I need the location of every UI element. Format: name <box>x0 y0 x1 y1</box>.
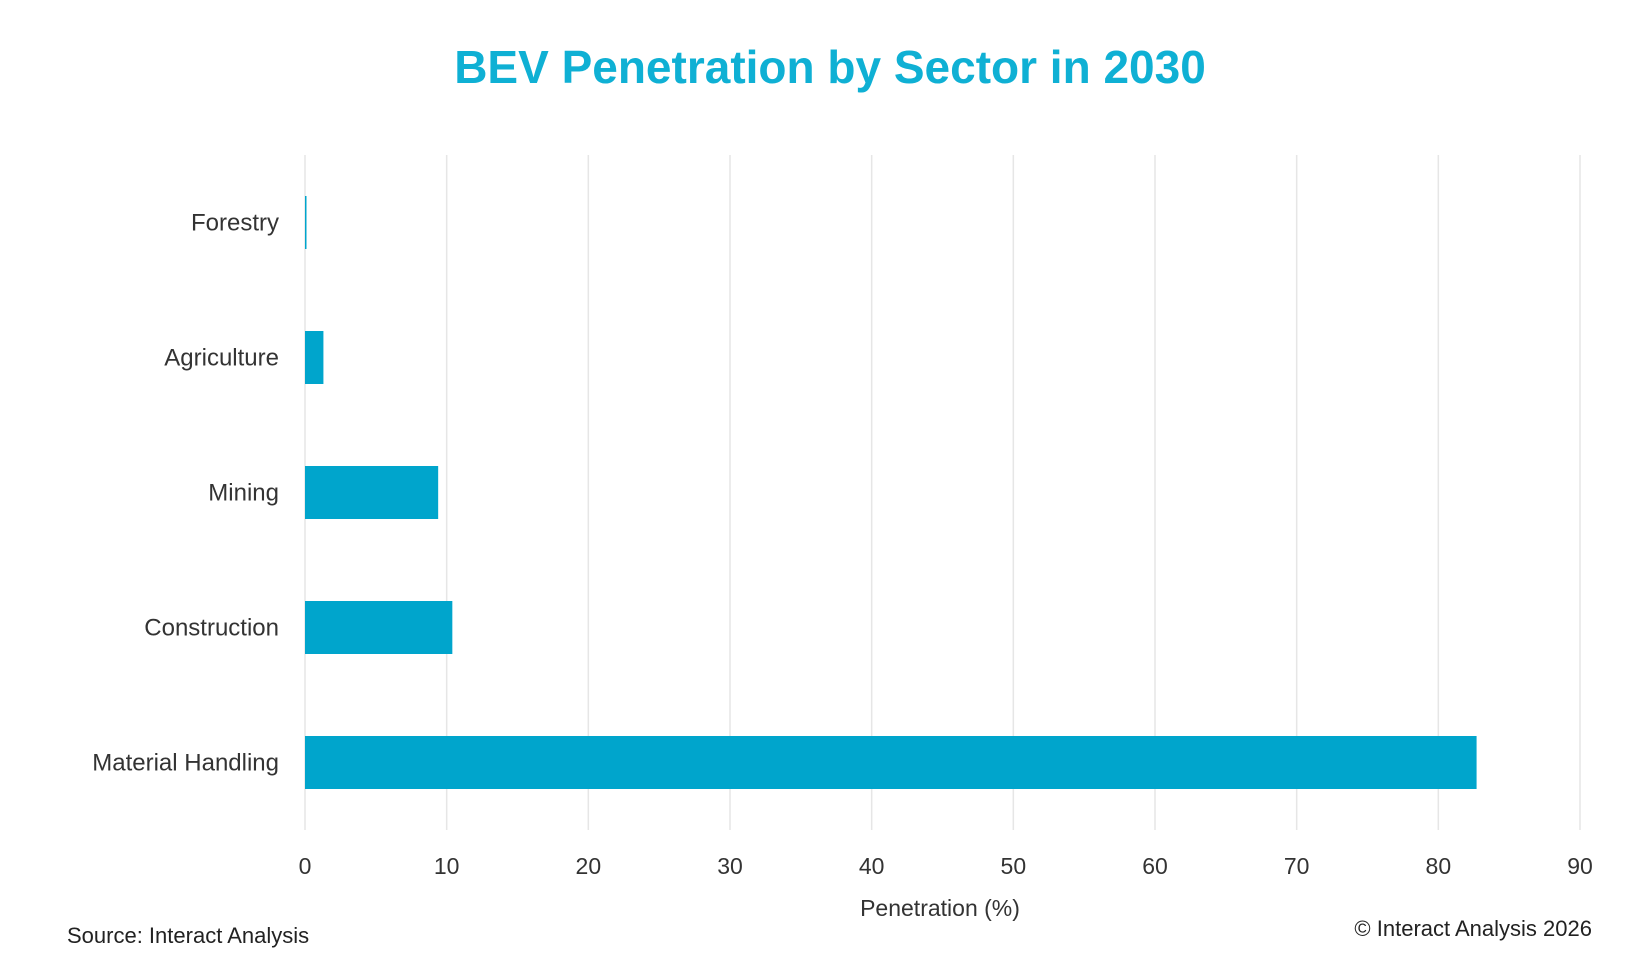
bar <box>305 331 324 384</box>
category-label: Forestry <box>191 210 279 237</box>
x-tick-label: 90 <box>1567 853 1593 879</box>
x-tick-label: 0 <box>299 853 312 879</box>
gridlines <box>304 155 1581 830</box>
x-tick-label: 20 <box>576 853 602 879</box>
x-tick-label: 30 <box>717 853 743 879</box>
source-note: Source: Interact Analysis <box>67 923 310 948</box>
x-tick-label: 70 <box>1284 853 1310 879</box>
x-tick-label: 40 <box>859 853 885 879</box>
x-tick-labels: 0 10 20 30 40 50 60 70 80 90 <box>299 853 1593 879</box>
x-tick-label: 10 <box>434 853 460 879</box>
chart-title: BEV Penetration by Sector in 2030 <box>454 41 1206 93</box>
category-label: Material Handling <box>92 750 279 777</box>
bar <box>305 601 453 654</box>
copyright-note: © Interact Analysis 2026 <box>1354 916 1592 941</box>
x-tick-label: 80 <box>1426 853 1452 879</box>
bar <box>305 196 307 249</box>
category-labels: Forestry Agriculture Mining Construction Mat… <box>92 210 279 777</box>
bars <box>305 196 1477 789</box>
category-label: Mining <box>208 480 279 507</box>
bar <box>305 466 439 519</box>
category-label: Construction <box>144 615 279 642</box>
x-tick-label: 60 <box>1142 853 1168 879</box>
category-label: Agriculture <box>164 345 279 372</box>
bar <box>305 736 1477 789</box>
x-tick-label: 50 <box>1001 853 1027 879</box>
x-axis-label: Penetration (%) <box>860 895 1020 921</box>
